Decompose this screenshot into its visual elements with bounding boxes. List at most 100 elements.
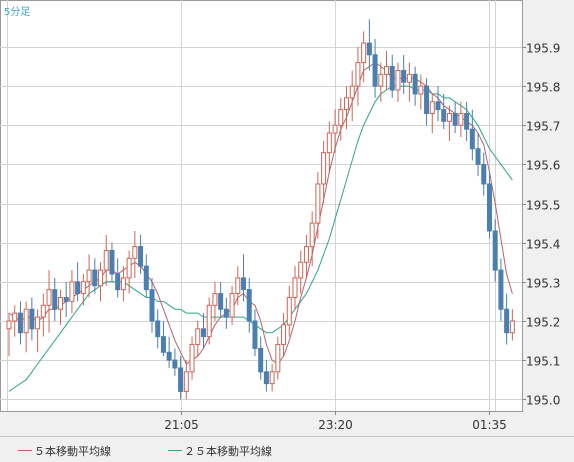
candle-body xyxy=(138,246,144,267)
candle xyxy=(504,293,510,345)
candle-body xyxy=(315,183,321,224)
candle xyxy=(452,101,458,134)
candle xyxy=(355,46,361,106)
x-tick-label: 01:35 xyxy=(472,418,507,432)
candle xyxy=(23,301,29,353)
candle xyxy=(109,242,115,282)
candle-body xyxy=(57,296,63,310)
candle xyxy=(435,86,441,122)
candle-body xyxy=(395,69,401,91)
candle xyxy=(178,356,184,400)
candle xyxy=(92,258,98,294)
candle-body xyxy=(349,85,355,99)
candle-body xyxy=(481,163,487,185)
candle-body xyxy=(263,371,269,385)
candle xyxy=(458,101,464,137)
candle-body xyxy=(166,351,172,361)
candle-body xyxy=(46,289,52,306)
candles xyxy=(6,19,515,400)
candle-body xyxy=(435,101,441,111)
candle xyxy=(86,254,92,298)
candle xyxy=(424,78,430,126)
candle-body xyxy=(17,312,23,334)
candle xyxy=(172,348,178,376)
candle xyxy=(464,101,470,141)
candle-body xyxy=(80,281,86,295)
candle xyxy=(486,172,492,239)
candle-body xyxy=(252,320,258,349)
candle-body xyxy=(115,273,121,291)
y-tick-label: 195.0 xyxy=(526,394,560,408)
candle-body xyxy=(155,320,161,338)
candle xyxy=(166,336,172,368)
candle xyxy=(303,234,309,278)
candle-body xyxy=(241,277,247,291)
candle-body xyxy=(469,128,475,150)
candle-body xyxy=(218,293,224,310)
candle xyxy=(115,258,121,298)
candle xyxy=(235,266,241,306)
candle-body xyxy=(509,320,515,334)
candle xyxy=(212,281,218,321)
legend: ５本移動平均線 ２５本移動平均線 xyxy=(0,436,574,458)
candle xyxy=(492,219,498,282)
candle xyxy=(200,313,206,349)
candle-body xyxy=(412,73,418,95)
candle-body xyxy=(424,85,430,115)
candle-body xyxy=(160,336,166,353)
y-tick-label: 195.2 xyxy=(526,316,560,330)
x-tick-label: 21:05 xyxy=(164,418,199,432)
candle-body xyxy=(326,132,332,154)
candle xyxy=(292,266,298,310)
candle-body xyxy=(75,281,81,295)
candle-body xyxy=(504,308,510,334)
candle-body xyxy=(200,328,206,338)
candle-body xyxy=(103,250,109,271)
candle-body xyxy=(452,113,458,126)
candle xyxy=(384,50,390,91)
candle xyxy=(263,360,269,392)
y-tick-label: 195.4 xyxy=(526,238,560,252)
candle xyxy=(252,309,258,357)
legend-label: ２５本移動平均線 xyxy=(184,444,272,458)
candle-body xyxy=(269,371,275,385)
y-tick-label: 195.5 xyxy=(526,199,560,213)
candle-body xyxy=(458,113,464,126)
candle-body xyxy=(143,265,149,291)
candle xyxy=(120,266,126,302)
candle-body xyxy=(332,124,338,134)
candle-body xyxy=(40,304,46,318)
candle xyxy=(343,86,349,130)
candle-body xyxy=(132,246,138,259)
candle-body xyxy=(429,101,435,115)
plot-area xyxy=(0,0,523,412)
y-tick-label: 195.1 xyxy=(526,355,560,369)
candle xyxy=(389,54,395,98)
y-tick-label: 195.9 xyxy=(526,42,560,56)
candle xyxy=(441,93,447,130)
candle-body xyxy=(229,293,235,318)
candle-body xyxy=(286,296,292,326)
candle xyxy=(401,54,407,94)
timeframe-label: 5分足 xyxy=(4,6,30,18)
candle-body xyxy=(258,347,264,373)
candle xyxy=(326,121,332,173)
candle-body xyxy=(63,296,69,302)
candle xyxy=(309,211,315,267)
x-tick-label: 23:20 xyxy=(318,418,353,432)
candle-body xyxy=(195,328,201,345)
candle-body xyxy=(418,85,424,95)
legend-item: ２５本移動平均線 xyxy=(168,444,272,458)
candle xyxy=(315,172,321,239)
candle xyxy=(29,297,35,341)
candle-body xyxy=(275,343,281,373)
candle-body xyxy=(355,62,361,87)
candle-body xyxy=(126,257,132,279)
candle xyxy=(258,336,264,380)
candle xyxy=(189,336,195,380)
candle-body xyxy=(69,281,75,302)
y-tick-label: 195.6 xyxy=(526,159,560,173)
candle-body xyxy=(389,66,395,91)
candle xyxy=(35,309,41,353)
candle-body xyxy=(366,42,372,56)
